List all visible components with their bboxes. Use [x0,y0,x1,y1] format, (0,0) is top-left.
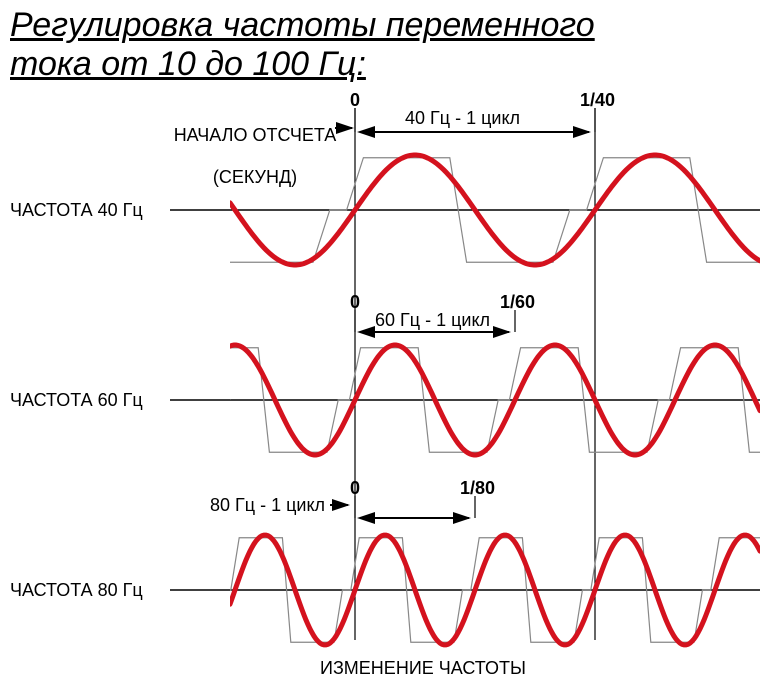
waveform-svg [0,0,769,688]
page-root: Регулировка частоты переменного тока от … [0,0,769,688]
